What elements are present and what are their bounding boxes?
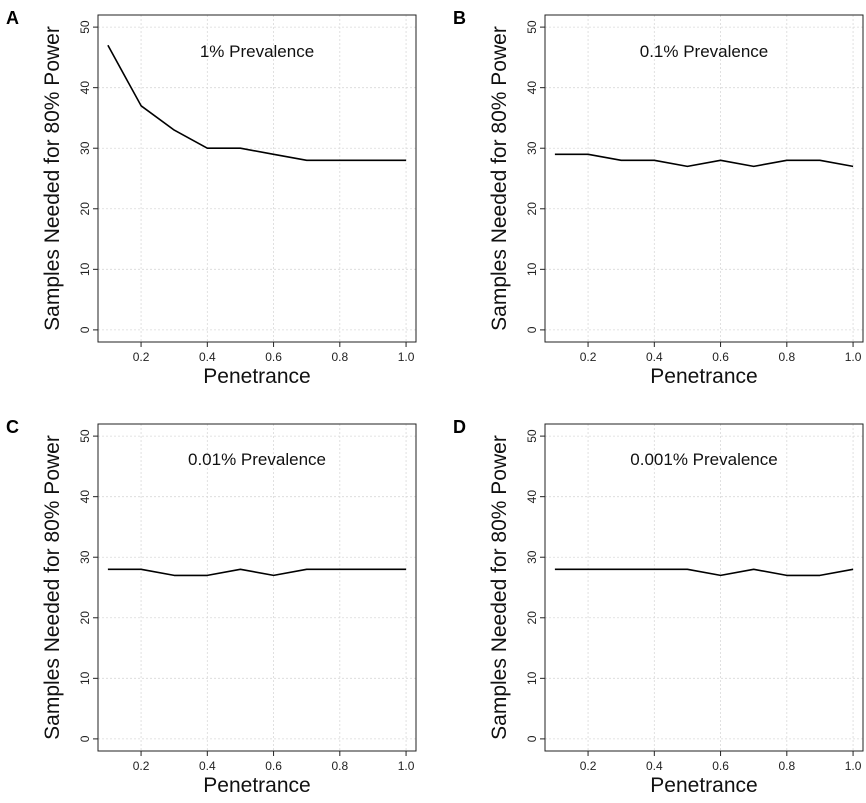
x-tick-label: 0.2 — [133, 350, 150, 364]
y-axis-label: Samples Needed for 80% Power — [488, 26, 511, 331]
panel-title: 1% Prevalence — [200, 42, 314, 61]
plot-frame — [97, 423, 417, 752]
y-tick-label: 0 — [525, 735, 539, 742]
series-line — [107, 44, 407, 162]
x-tick-label: 0.4 — [646, 350, 663, 364]
y-axis-label: Samples Needed for 80% Power — [41, 26, 64, 331]
y-tick-label: 10 — [525, 262, 539, 276]
x-tick-label: 0.2 — [580, 350, 597, 364]
x-tick-label: 1.0 — [398, 350, 415, 364]
y-tick-label: 20 — [78, 611, 92, 625]
x-tick-label: 1.0 — [398, 759, 415, 773]
y-tick-label: 50 — [525, 20, 539, 34]
y-tick-label: 20 — [525, 611, 539, 625]
y-tick-label: 40 — [78, 490, 92, 504]
plot-frame — [544, 423, 864, 752]
chart-panel-b: 0.2 0.4 0.6 0.8 1.0 0 10 20 30 40 50 0.1% Prevalenc… — [453, 8, 864, 388]
x-axis-label: Penetrance — [650, 774, 757, 797]
y-tick-label: 50 — [78, 429, 92, 443]
chart-panel-c: 0.2 0.4 0.6 0.8 1.0 0 10 20 30 40 50 0.01% Prevalen… — [6, 417, 417, 797]
plot-frame — [544, 14, 864, 343]
x-tick-label: 1.0 — [845, 759, 862, 773]
panel-title: 0.001% Prevalence — [630, 450, 777, 469]
y-tick-label: 0 — [78, 326, 92, 333]
x-tick-label: 0.8 — [331, 759, 348, 773]
x-tick-label: 0.6 — [265, 350, 282, 364]
x-axis-label: Penetrance — [650, 365, 757, 388]
y-tick-label: 0 — [525, 326, 539, 333]
y-tick-label: 40 — [78, 81, 92, 95]
y-tick-label: 40 — [525, 490, 539, 504]
x-tick-label: 0.4 — [199, 350, 216, 364]
x-tick-label: 1.0 — [845, 350, 862, 364]
x-tick-label: 0.4 — [199, 759, 216, 773]
y-tick-label: 20 — [78, 202, 92, 216]
y-tick-label: 0 — [78, 735, 92, 742]
panel-letter: A — [6, 8, 19, 28]
panel-letter: D — [453, 417, 466, 437]
x-tick-label: 0.6 — [265, 759, 282, 773]
x-axis-label: Penetrance — [203, 774, 310, 797]
panel-letter: B — [453, 8, 466, 28]
x-tick-label: 0.2 — [133, 759, 150, 773]
chart-panel-d: 0.2 0.4 0.6 0.8 1.0 0 10 20 30 40 50 0.001% Prevale… — [453, 417, 864, 797]
y-tick-label: 10 — [78, 671, 92, 685]
plot-frame — [97, 14, 417, 343]
y-axis-label: Samples Needed for 80% Power — [41, 435, 64, 740]
panel-letter: C — [6, 417, 19, 437]
x-tick-label: 0.6 — [712, 350, 729, 364]
y-tick-label: 20 — [525, 202, 539, 216]
panel-title: 0.1% Prevalence — [640, 42, 769, 61]
y-tick-label: 30 — [78, 141, 92, 155]
x-tick-label: 0.8 — [778, 350, 795, 364]
x-tick-label: 0.6 — [712, 759, 729, 773]
y-tick-label: 10 — [78, 262, 92, 276]
y-tick-label: 50 — [78, 20, 92, 34]
y-tick-label: 30 — [525, 550, 539, 564]
x-tick-label: 0.2 — [580, 759, 597, 773]
x-tick-label: 0.8 — [331, 350, 348, 364]
series-line — [554, 153, 854, 168]
x-tick-label: 0.4 — [646, 759, 663, 773]
panel-title: 0.01% Prevalence — [188, 450, 326, 469]
series-line — [554, 568, 854, 577]
y-tick-label: 50 — [525, 429, 539, 443]
y-axis-label: Samples Needed for 80% Power — [488, 435, 511, 740]
y-tick-label: 30 — [78, 550, 92, 564]
x-tick-label: 0.8 — [778, 759, 795, 773]
y-tick-label: 10 — [525, 671, 539, 685]
x-axis-label: Penetrance — [203, 365, 310, 388]
chart-panel-a: 0.2 0.4 0.6 0.8 1.0 0 10 20 30 40 50 1% Prevalence P… — [6, 8, 417, 388]
series-line — [107, 568, 407, 577]
y-tick-label: 40 — [525, 81, 539, 95]
y-tick-label: 30 — [525, 141, 539, 155]
